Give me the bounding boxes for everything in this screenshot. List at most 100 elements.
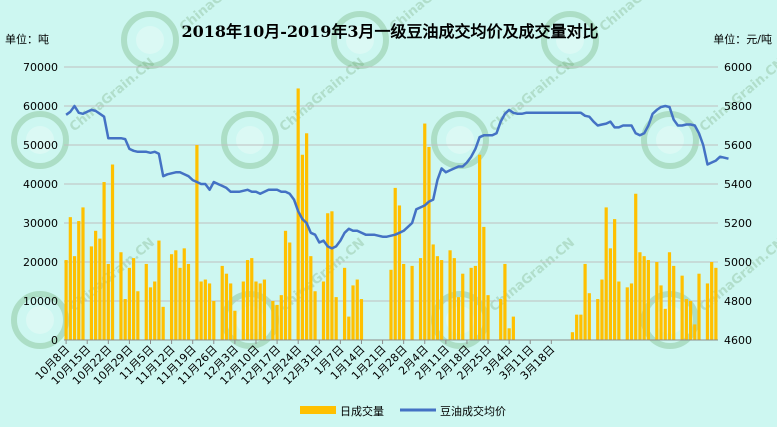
volume-bar — [203, 279, 207, 340]
volume-bar — [655, 262, 659, 340]
volume-bar — [127, 267, 132, 340]
volume-bar — [355, 279, 359, 340]
volume-bar — [478, 154, 482, 340]
volume-bar — [326, 213, 330, 340]
volume-bar — [132, 258, 136, 340]
volume-bar — [207, 283, 212, 340]
volume-bar — [351, 285, 355, 340]
volume-bar — [482, 226, 486, 340]
volume-bar — [625, 287, 629, 340]
volume-bar — [182, 248, 186, 340]
volume-bar — [663, 308, 667, 340]
volume-bar — [157, 240, 161, 340]
watermark-core — [26, 126, 54, 154]
right-tick-label: 4800 — [724, 295, 752, 308]
volume-bar — [575, 314, 579, 340]
volume-bar — [169, 254, 174, 340]
volume-bar — [667, 252, 672, 340]
watermark-logo: ChinaGrain.CN — [431, 55, 578, 169]
volume-bar — [275, 304, 279, 340]
volume-bar — [710, 262, 714, 340]
volume-bar — [144, 263, 148, 340]
volume-bar — [229, 283, 233, 340]
volume-bar — [634, 193, 638, 340]
volume-bar — [330, 211, 334, 340]
watermark-core — [656, 126, 684, 154]
volume-bar — [600, 279, 604, 340]
volume-bar — [486, 295, 490, 340]
volume-bar — [250, 258, 254, 340]
volume-bar — [579, 314, 583, 340]
volume-bar — [604, 207, 608, 340]
volume-bar — [570, 332, 575, 340]
volume-bar — [106, 263, 110, 340]
volume-bar — [659, 285, 663, 340]
volume-bar — [296, 88, 300, 340]
volume-bar — [583, 263, 587, 340]
volume-bar — [305, 133, 309, 340]
volume-bar — [224, 273, 229, 340]
left-tick-label: 40000 — [23, 178, 58, 191]
right-tick-label: 5400 — [724, 178, 752, 191]
right-tick-label: 5200 — [724, 217, 752, 230]
volume-bar — [461, 273, 465, 340]
bar-series — [64, 88, 718, 340]
watermark-ring — [221, 111, 279, 169]
volume-bar — [195, 145, 199, 340]
volume-bar — [440, 260, 444, 340]
left-tick-label: 50000 — [23, 139, 58, 152]
right-tick-label: 5000 — [724, 256, 752, 269]
volume-bar — [212, 301, 216, 340]
watermark-core — [346, 26, 374, 54]
volume-bar — [418, 258, 423, 340]
volume-bar — [148, 287, 153, 340]
volume-bar — [613, 219, 617, 340]
legend-swatch-volume — [300, 406, 336, 414]
watermark-ring — [331, 11, 389, 69]
volume-bar — [102, 182, 106, 340]
volume-bar — [136, 291, 140, 340]
volume-bar — [64, 260, 68, 340]
volume-bar — [456, 297, 461, 340]
volume-bar — [174, 250, 178, 340]
volume-bar — [427, 146, 431, 340]
right-tick-label: 6000 — [724, 61, 752, 74]
volume-bar — [452, 258, 456, 340]
volume-bar — [448, 250, 452, 340]
volume-bar — [68, 217, 72, 340]
line-series — [65, 104, 729, 250]
watermark-ring — [641, 111, 699, 169]
volume-bar — [587, 293, 591, 340]
volume-bar — [705, 283, 710, 340]
volume-bar — [161, 306, 165, 340]
volume-bar — [89, 246, 94, 340]
volume-bar — [245, 260, 250, 340]
volume-bar — [321, 281, 326, 340]
volume-bar — [684, 299, 688, 340]
volume-bar — [342, 267, 347, 340]
watermark-ring — [541, 11, 599, 69]
volume-bar — [402, 263, 406, 340]
watermark-core — [446, 126, 474, 154]
left-tick-label: 70000 — [23, 61, 58, 74]
volume-bar — [94, 230, 98, 340]
right-tick-label: 5800 — [724, 100, 752, 113]
watermark-core — [136, 26, 164, 54]
watermark-ring — [121, 11, 179, 69]
watermark-text: ChinaGrain.CN — [597, 0, 688, 35]
volume-bar — [271, 301, 275, 340]
volume-bar — [511, 316, 515, 340]
volume-bar — [435, 256, 440, 340]
legend-label-price: 豆油成交均价 — [440, 404, 506, 418]
right-tick-label: 4600 — [724, 334, 752, 347]
volume-bar — [473, 265, 477, 340]
volume-bar — [714, 267, 718, 340]
volume-bar — [688, 301, 693, 340]
volume-bar — [646, 260, 650, 340]
volume-bar — [397, 205, 402, 340]
volume-bar — [697, 273, 701, 340]
volume-bar — [199, 281, 203, 340]
volume-bar — [359, 299, 364, 340]
volume-bar — [469, 267, 473, 340]
